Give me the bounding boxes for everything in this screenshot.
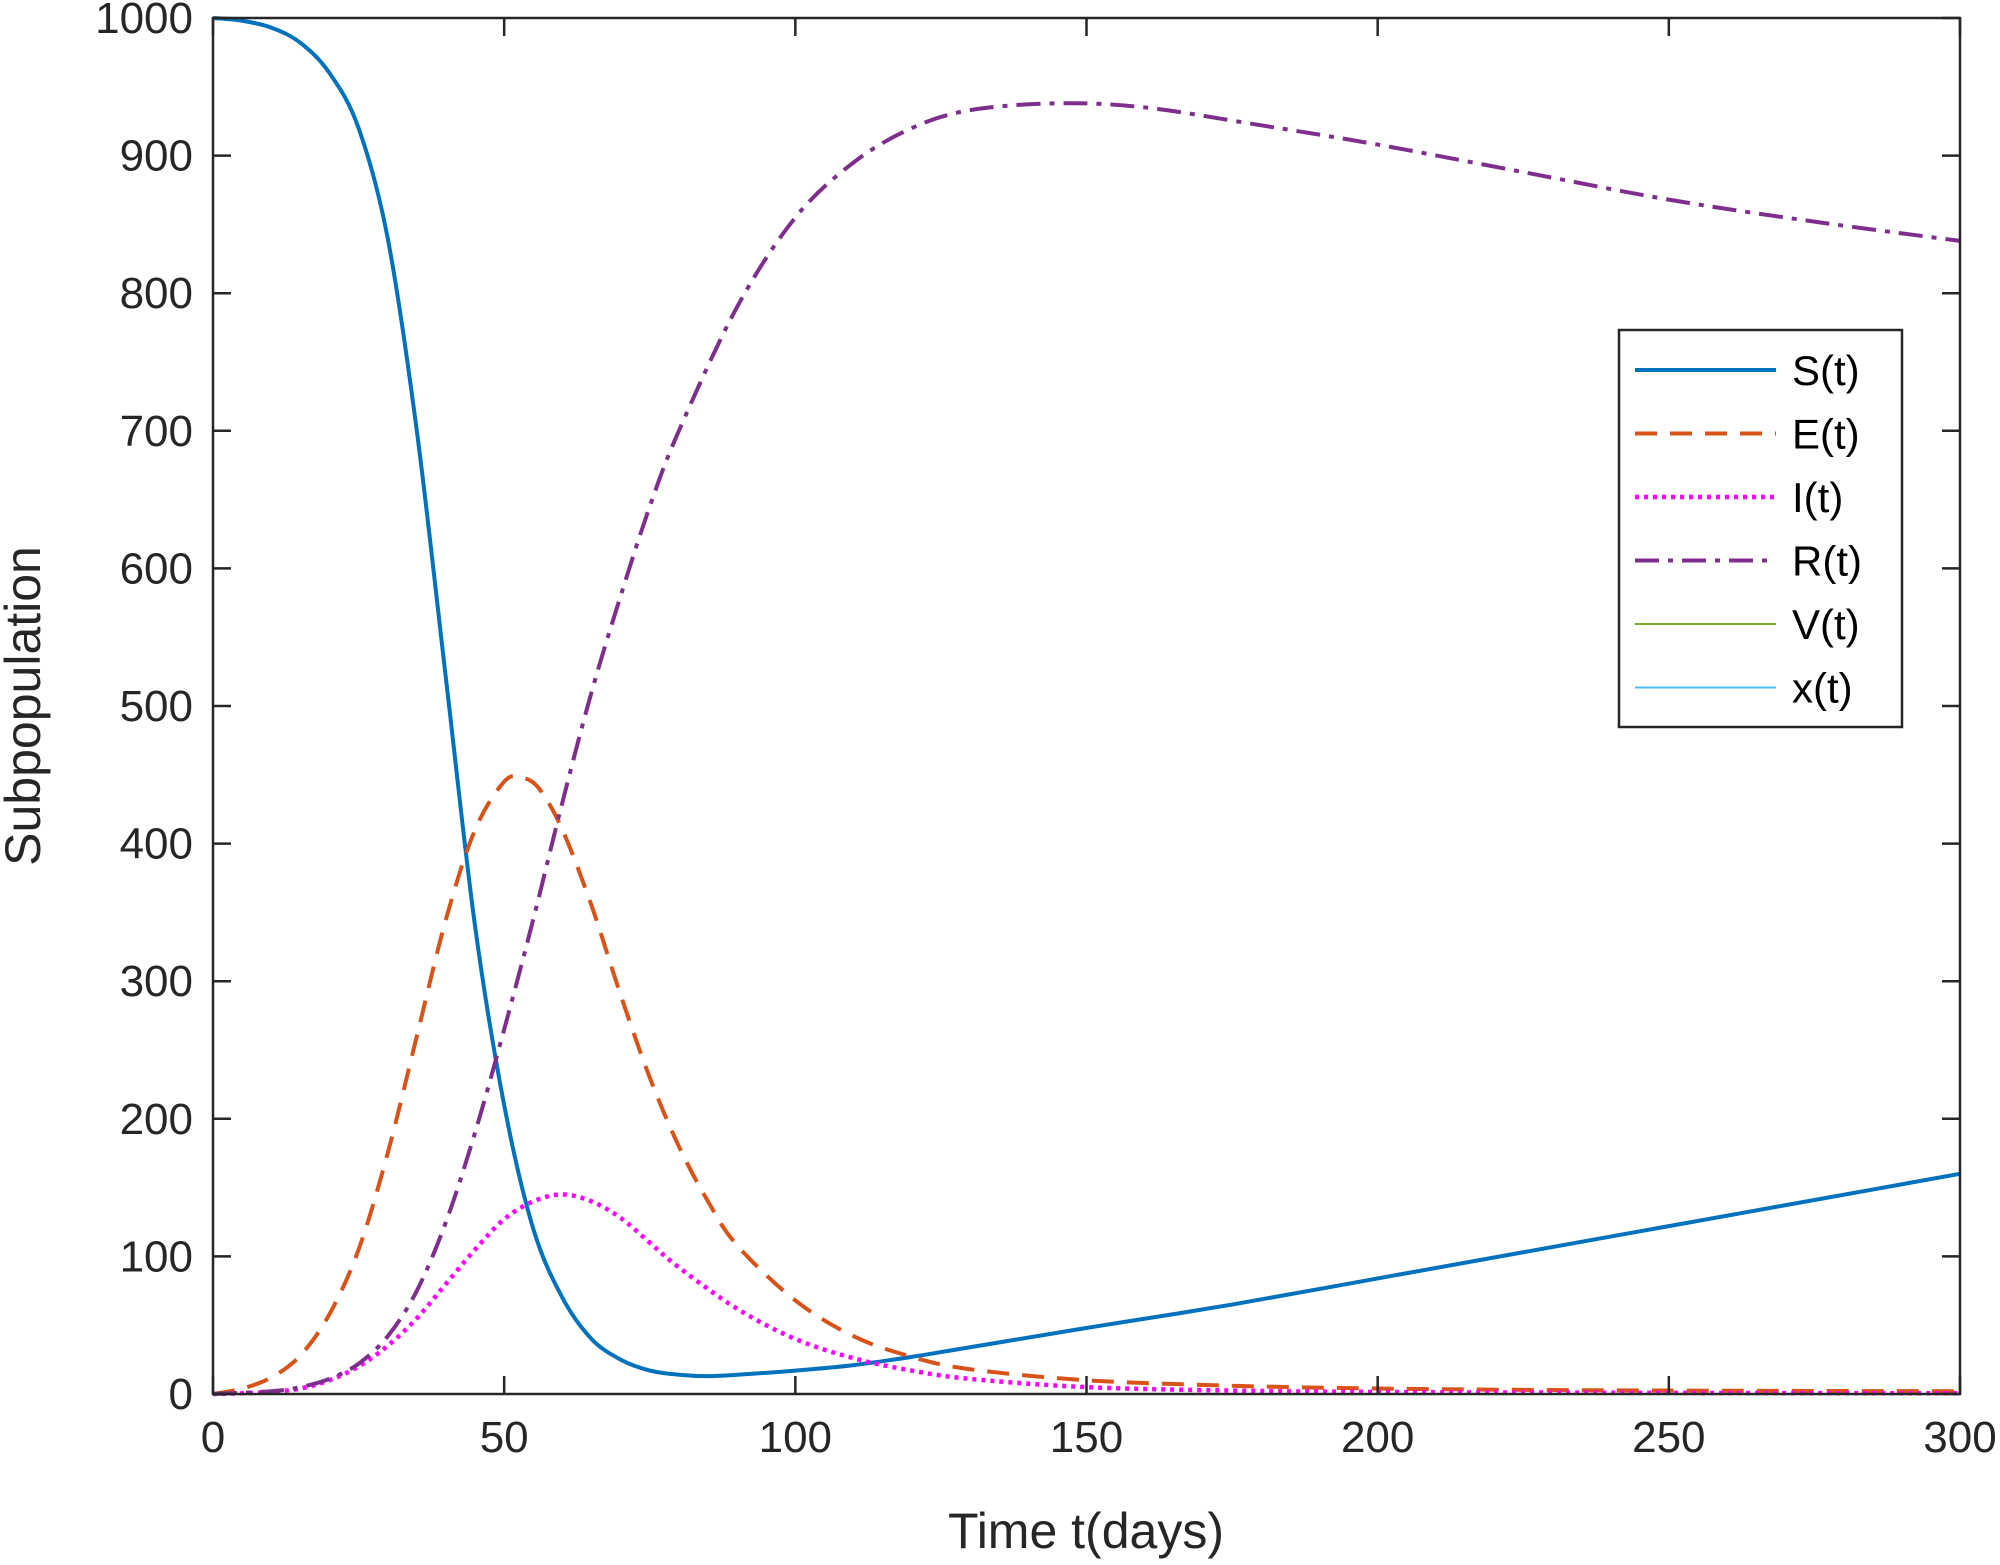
series-line-1: [212, 16, 1961, 1379]
x-tick-label: 200: [1341, 1413, 1414, 1462]
y-tick-label: 0: [169, 1370, 193, 1419]
y-tick-label: 500: [120, 682, 193, 731]
y-tick-label: 800: [120, 269, 193, 318]
y-axis-label: Subpopulation: [0, 546, 51, 866]
legend-label: V(t): [1792, 601, 1860, 648]
y-tick-label: 200: [120, 1095, 193, 1144]
x-tick-label: 300: [1923, 1413, 1996, 1462]
y-tick-label: 300: [120, 957, 193, 1006]
y-tick-label: 1000: [95, 0, 193, 43]
x-tick-label: 0: [201, 1413, 225, 1462]
legend-box: [1617, 328, 1904, 729]
y-tick-label: 600: [120, 544, 193, 593]
legend-label: E(t): [1792, 411, 1860, 458]
y-tick-label: 400: [120, 820, 193, 869]
series-line-4: [212, 101, 1961, 1396]
y-tick-label: 100: [120, 1232, 193, 1281]
legend-label: S(t): [1792, 347, 1860, 394]
y-tick-label: 700: [120, 407, 193, 456]
x-tick-label: 100: [759, 1413, 832, 1462]
series-line-3: [212, 1192, 1961, 1397]
x-tick-label: 250: [1632, 1413, 1705, 1462]
legend-label: x(t): [1792, 665, 1853, 712]
x-axis-label: Time t(days): [948, 1503, 1224, 1559]
legend-label: R(t): [1792, 538, 1862, 585]
y-tick-label: 900: [120, 132, 193, 181]
x-tick-label: 150: [1050, 1413, 1123, 1462]
x-tick-label: 50: [480, 1413, 529, 1462]
axes-box: [211, 16, 1962, 1396]
legend-label: I(t): [1792, 474, 1843, 521]
axes-layer: 0 50 100 150 200 250 300 0 100 200 300 400 500 600 700…: [95, 0, 1997, 1462]
legend: S(t) E(t) I(t) R(t) V(t) x(t): [1617, 328, 1904, 729]
